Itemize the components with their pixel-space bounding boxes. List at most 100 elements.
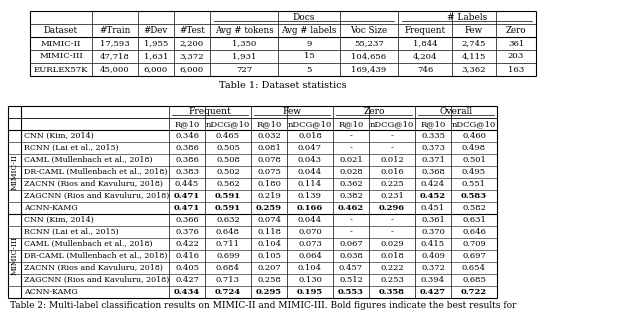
Text: Docs: Docs [292, 13, 316, 22]
Text: #Dev: #Dev [144, 26, 168, 35]
Text: ACNN-KAMG: ACNN-KAMG [24, 288, 77, 296]
Text: 0.018: 0.018 [298, 132, 322, 140]
Text: 0.699: 0.699 [216, 252, 240, 260]
Text: Few: Few [282, 107, 301, 117]
Text: 0.259: 0.259 [256, 204, 282, 212]
Text: 0.373: 0.373 [421, 144, 445, 152]
Text: 0.067: 0.067 [339, 240, 363, 248]
Text: MIMIC-III: MIMIC-III [39, 52, 83, 60]
Text: 0.047: 0.047 [298, 144, 322, 152]
Text: 727: 727 [236, 65, 252, 74]
Text: 0.021: 0.021 [339, 156, 363, 164]
Text: 0.043: 0.043 [298, 156, 322, 164]
Text: Overall: Overall [440, 107, 472, 117]
Text: ZAGCNN (Rios and Kavuluru, 2018): ZAGCNN (Rios and Kavuluru, 2018) [24, 192, 170, 200]
Text: 5: 5 [307, 65, 312, 74]
Text: 0.258: 0.258 [257, 276, 281, 284]
Text: 0.074: 0.074 [257, 216, 281, 224]
Text: 0.591: 0.591 [215, 192, 241, 200]
Text: 0.104: 0.104 [257, 240, 281, 248]
Text: 0.462: 0.462 [338, 204, 364, 212]
Text: Frequent: Frequent [404, 26, 445, 35]
Text: 0.495: 0.495 [462, 168, 486, 176]
Text: Dataset: Dataset [44, 26, 78, 35]
Text: 0.460: 0.460 [462, 132, 486, 140]
Text: nDCG@10: nDCG@10 [288, 120, 332, 128]
Text: 0.383: 0.383 [175, 168, 199, 176]
Text: 0.405: 0.405 [175, 264, 199, 272]
Text: 0.502: 0.502 [216, 168, 240, 176]
Text: 0.415: 0.415 [421, 240, 445, 248]
Text: 0.427: 0.427 [175, 276, 199, 284]
Text: 0.697: 0.697 [462, 252, 486, 260]
Text: 0.372: 0.372 [421, 264, 445, 272]
Text: 0.498: 0.498 [462, 144, 486, 152]
Text: 0.376: 0.376 [175, 228, 199, 236]
Text: 3,362: 3,362 [461, 65, 486, 74]
Text: 0.114: 0.114 [298, 180, 322, 188]
Text: #Test: #Test [179, 26, 205, 35]
Text: 1,631: 1,631 [144, 52, 168, 60]
Text: 0.075: 0.075 [257, 168, 281, 176]
Text: 0.222: 0.222 [380, 264, 404, 272]
Text: 0.219: 0.219 [257, 192, 281, 200]
Text: 0.362: 0.362 [339, 180, 363, 188]
Text: 0.424: 0.424 [421, 180, 445, 188]
Text: 0.386: 0.386 [175, 144, 199, 152]
Text: 0.632: 0.632 [216, 216, 240, 224]
Text: 0.427: 0.427 [420, 288, 446, 296]
Text: 0.032: 0.032 [257, 132, 281, 140]
Text: 0.361: 0.361 [421, 216, 445, 224]
Text: R@10: R@10 [257, 120, 282, 128]
Text: 0.366: 0.366 [175, 216, 199, 224]
Text: # Labels: # Labels [447, 13, 487, 22]
Text: ZACNN (Rios and Kavuluru, 2018): ZACNN (Rios and Kavuluru, 2018) [24, 264, 163, 272]
Text: 746: 746 [417, 65, 433, 74]
Text: 0.386: 0.386 [175, 156, 199, 164]
Text: 1,955: 1,955 [144, 40, 168, 47]
Text: R@10: R@10 [339, 120, 364, 128]
Text: -: - [390, 216, 394, 224]
Text: 17,593: 17,593 [100, 40, 130, 47]
Text: 0.295: 0.295 [256, 288, 282, 296]
Text: 0.104: 0.104 [298, 264, 322, 272]
Text: 9: 9 [307, 40, 312, 47]
Text: 0.591: 0.591 [215, 204, 241, 212]
Text: 0.382: 0.382 [339, 192, 363, 200]
Text: 0.371: 0.371 [421, 156, 445, 164]
Text: 0.064: 0.064 [298, 252, 322, 260]
Text: 0.445: 0.445 [175, 180, 199, 188]
Text: Table 1: Dataset statistics: Table 1: Dataset statistics [219, 81, 347, 89]
Text: RCNN (Lai et al., 2015): RCNN (Lai et al., 2015) [24, 228, 119, 236]
Text: 169,439: 169,439 [351, 65, 387, 74]
Text: 0.646: 0.646 [462, 228, 486, 236]
Text: 1,844: 1,844 [413, 40, 437, 47]
Text: 361: 361 [508, 40, 524, 47]
Text: Zero: Zero [364, 107, 385, 117]
Text: 0.207: 0.207 [257, 264, 281, 272]
Text: 0.562: 0.562 [216, 180, 240, 188]
Text: 2,745: 2,745 [462, 40, 486, 47]
Text: 163: 163 [508, 65, 524, 74]
Text: EURLEX57K: EURLEX57K [34, 65, 88, 74]
Text: 0.253: 0.253 [380, 276, 404, 284]
Text: 0.018: 0.018 [380, 252, 404, 260]
Text: Table 2: Multi-label classification results on MIMIC-II and MIMIC-III. Bold figu: Table 2: Multi-label classification resu… [10, 301, 516, 311]
Text: 0.394: 0.394 [421, 276, 445, 284]
Text: 0.648: 0.648 [216, 228, 240, 236]
Text: 6,000: 6,000 [144, 65, 168, 74]
Text: nDCG@10: nDCG@10 [370, 120, 414, 128]
Text: RCNN (Lai et al., 2015): RCNN (Lai et al., 2015) [24, 144, 119, 152]
Text: nDCG@10: nDCG@10 [452, 120, 496, 128]
Text: 0.180: 0.180 [257, 180, 281, 188]
Text: 4,204: 4,204 [413, 52, 437, 60]
Text: 6,000: 6,000 [180, 65, 204, 74]
Text: 0.713: 0.713 [216, 276, 240, 284]
Text: 0.553: 0.553 [338, 288, 364, 296]
Text: 0.501: 0.501 [462, 156, 486, 164]
Text: CNN (Kim, 2014): CNN (Kim, 2014) [24, 216, 94, 224]
Text: 0.166: 0.166 [297, 204, 323, 212]
Text: 1,350: 1,350 [232, 40, 256, 47]
Text: -: - [390, 228, 394, 236]
Text: 0.016: 0.016 [380, 168, 404, 176]
